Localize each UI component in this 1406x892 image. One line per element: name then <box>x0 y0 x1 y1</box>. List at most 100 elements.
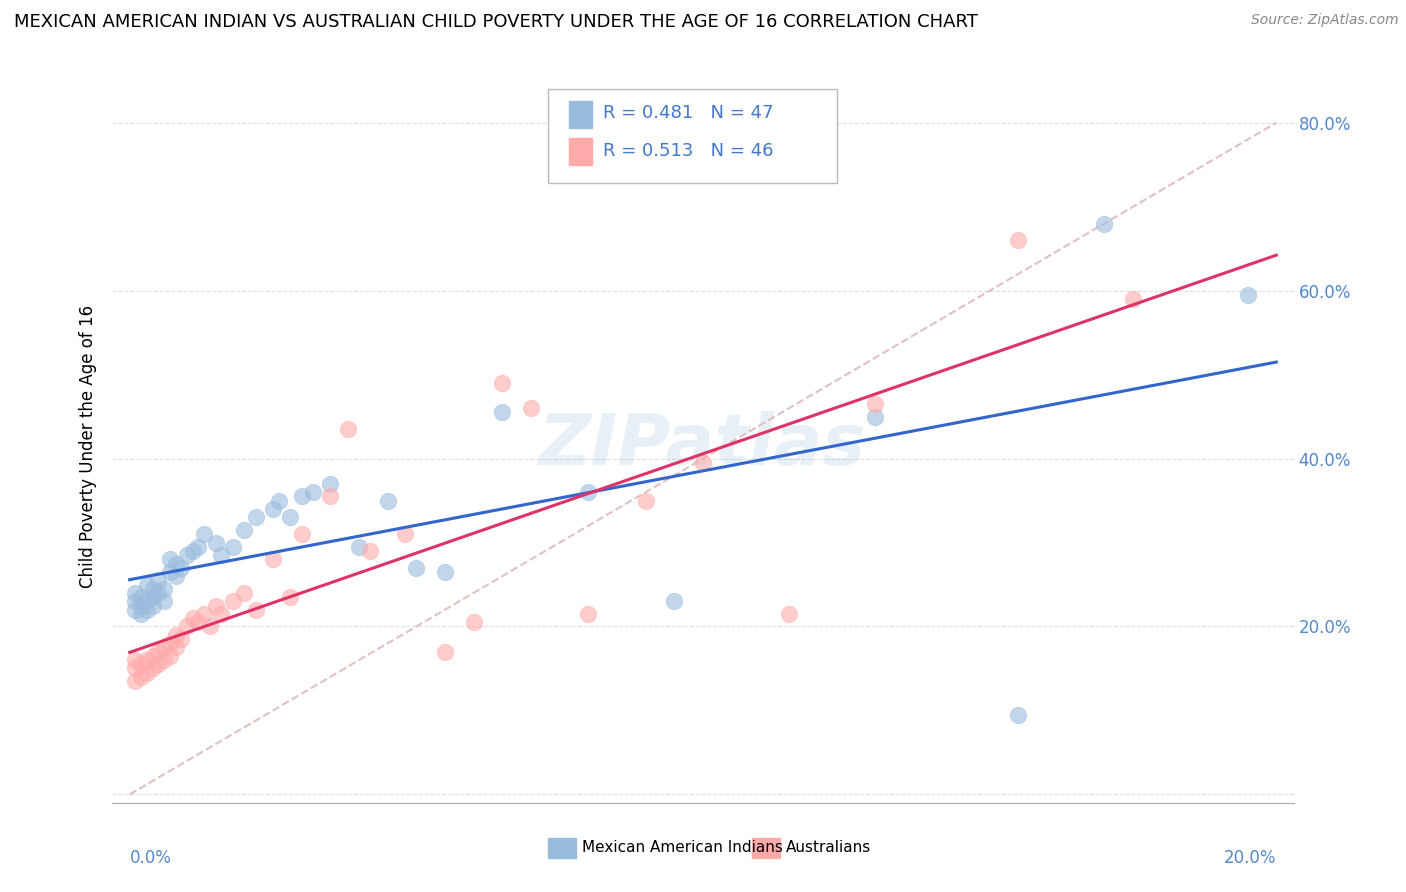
Point <box>863 397 886 411</box>
Point <box>135 653 157 667</box>
Point <box>291 527 314 541</box>
Point <box>491 376 513 390</box>
Point <box>198 619 221 633</box>
Point <box>634 493 657 508</box>
Point <box>491 405 513 419</box>
Text: 20.0%: 20.0% <box>1223 849 1277 867</box>
Point <box>664 594 686 608</box>
Point <box>262 502 284 516</box>
Point <box>135 665 157 680</box>
Point <box>159 552 181 566</box>
Point <box>153 582 176 596</box>
Point <box>187 615 209 630</box>
Point <box>129 590 152 604</box>
Point <box>165 628 187 642</box>
Point <box>153 594 176 608</box>
Point <box>129 670 152 684</box>
Point <box>209 607 232 621</box>
Point <box>170 632 193 646</box>
Text: Source: ZipAtlas.com: Source: ZipAtlas.com <box>1251 13 1399 28</box>
Point <box>222 594 245 608</box>
Point <box>135 594 157 608</box>
Point <box>1122 292 1144 306</box>
Point <box>129 599 152 613</box>
Point <box>187 540 209 554</box>
Point <box>124 674 146 689</box>
Point <box>170 560 193 574</box>
Point <box>129 657 152 672</box>
Point <box>148 645 170 659</box>
Point <box>1236 288 1258 302</box>
Point <box>124 586 146 600</box>
Point <box>176 548 198 562</box>
Point <box>463 615 485 630</box>
Point <box>153 653 176 667</box>
Point <box>148 574 170 588</box>
Point <box>434 645 457 659</box>
Point <box>520 401 543 416</box>
Y-axis label: Child Poverty Under the Age of 16: Child Poverty Under the Age of 16 <box>79 304 97 588</box>
Point <box>142 582 165 596</box>
Point <box>176 619 198 633</box>
Point <box>142 661 165 675</box>
Point <box>377 493 399 508</box>
Point <box>1007 233 1029 247</box>
Point <box>204 599 226 613</box>
Point <box>135 603 157 617</box>
Point <box>124 603 146 617</box>
Point <box>181 611 204 625</box>
Point <box>204 535 226 549</box>
Text: MEXICAN AMERICAN INDIAN VS AUSTRALIAN CHILD POVERTY UNDER THE AGE OF 16 CORRELAT: MEXICAN AMERICAN INDIAN VS AUSTRALIAN CH… <box>14 13 979 31</box>
Point <box>319 489 342 503</box>
Point <box>148 657 170 672</box>
Point <box>576 607 599 621</box>
Text: Mexican American Indians: Mexican American Indians <box>582 840 783 855</box>
Point <box>124 661 146 675</box>
Point <box>347 540 370 554</box>
Point <box>153 640 176 655</box>
Point <box>359 544 381 558</box>
Point <box>1007 707 1029 722</box>
Point <box>193 527 215 541</box>
Text: R = 0.481   N = 47: R = 0.481 N = 47 <box>603 104 773 122</box>
Point <box>692 456 714 470</box>
Point <box>233 586 256 600</box>
Point <box>181 544 204 558</box>
Point <box>142 599 165 613</box>
Point <box>394 527 416 541</box>
Text: ZIPatlas: ZIPatlas <box>540 411 866 481</box>
Point <box>142 648 165 663</box>
Point <box>863 409 886 424</box>
Point <box>165 640 187 655</box>
Point <box>165 557 187 571</box>
Text: Australians: Australians <box>786 840 872 855</box>
Point <box>336 422 359 436</box>
Point <box>267 493 290 508</box>
Point <box>278 590 301 604</box>
Point <box>135 577 157 591</box>
Point <box>193 607 215 621</box>
Point <box>209 548 232 562</box>
Point <box>159 565 181 579</box>
Point <box>245 603 267 617</box>
Point <box>302 485 325 500</box>
Point <box>405 560 427 574</box>
Text: 0.0%: 0.0% <box>129 849 172 867</box>
Point <box>124 594 146 608</box>
Point <box>291 489 314 503</box>
Text: R = 0.513   N = 46: R = 0.513 N = 46 <box>603 142 773 160</box>
Point <box>278 510 301 524</box>
Point <box>233 523 256 537</box>
Point <box>159 648 181 663</box>
Point <box>245 510 267 524</box>
Point <box>434 565 457 579</box>
Point <box>159 636 181 650</box>
Point <box>319 476 342 491</box>
Point <box>778 607 800 621</box>
Point <box>129 607 152 621</box>
Point <box>148 586 170 600</box>
Point <box>1092 217 1115 231</box>
Point <box>165 569 187 583</box>
Point <box>124 653 146 667</box>
Point <box>576 485 599 500</box>
